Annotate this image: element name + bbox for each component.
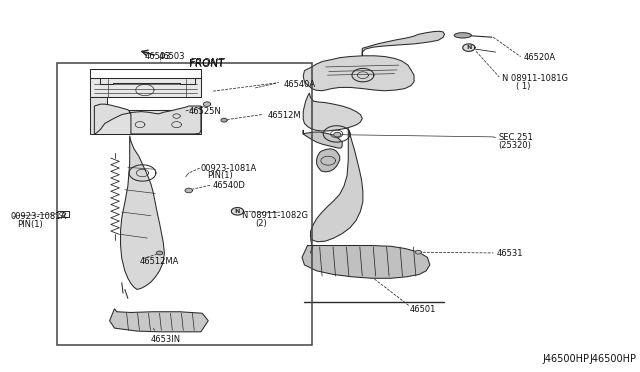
Polygon shape bbox=[310, 128, 363, 242]
Text: J46500HP: J46500HP bbox=[589, 354, 636, 364]
Text: J46500HP: J46500HP bbox=[542, 354, 589, 364]
Text: (25320): (25320) bbox=[498, 141, 531, 150]
Polygon shape bbox=[463, 44, 475, 51]
Polygon shape bbox=[94, 104, 201, 134]
Text: PIN(1): PIN(1) bbox=[207, 171, 233, 180]
Text: 46540D: 46540D bbox=[213, 181, 246, 190]
Polygon shape bbox=[221, 118, 227, 122]
Bar bbox=[56, 63, 312, 345]
Text: N 08911-1081G: N 08911-1081G bbox=[502, 74, 568, 83]
Polygon shape bbox=[302, 246, 430, 278]
Text: 46512M: 46512M bbox=[268, 111, 301, 120]
Text: N 08911-1082G: N 08911-1082G bbox=[243, 211, 308, 220]
Polygon shape bbox=[317, 149, 340, 172]
Text: N: N bbox=[466, 45, 472, 50]
Text: 46503: 46503 bbox=[158, 52, 185, 61]
Polygon shape bbox=[303, 93, 362, 131]
Polygon shape bbox=[454, 33, 471, 38]
Polygon shape bbox=[120, 136, 164, 289]
Text: 46501: 46501 bbox=[409, 305, 436, 314]
Text: 4653IN: 4653IN bbox=[151, 335, 181, 344]
Text: 46512MA: 46512MA bbox=[140, 257, 179, 266]
Text: FRONT: FRONT bbox=[190, 58, 225, 68]
Text: N: N bbox=[235, 209, 240, 214]
Text: 00923-1081A: 00923-1081A bbox=[201, 164, 257, 173]
Polygon shape bbox=[185, 188, 193, 193]
Text: 46525N: 46525N bbox=[189, 107, 221, 116]
Text: 00923-1081A: 00923-1081A bbox=[11, 212, 67, 221]
Text: 46531: 46531 bbox=[496, 249, 523, 258]
Text: PIN(1): PIN(1) bbox=[17, 220, 43, 229]
Text: 46503: 46503 bbox=[145, 52, 172, 61]
Text: ( 1): ( 1) bbox=[516, 82, 531, 91]
Text: SEC.251: SEC.251 bbox=[498, 133, 533, 142]
Polygon shape bbox=[204, 102, 211, 106]
Polygon shape bbox=[415, 250, 421, 254]
Text: FRONT: FRONT bbox=[189, 59, 224, 69]
Polygon shape bbox=[303, 130, 342, 148]
Text: 46520A: 46520A bbox=[524, 53, 556, 62]
Polygon shape bbox=[303, 56, 414, 91]
Polygon shape bbox=[157, 251, 163, 255]
Text: (2): (2) bbox=[256, 219, 268, 228]
Polygon shape bbox=[90, 97, 201, 134]
Text: 46540A: 46540A bbox=[283, 80, 316, 89]
Polygon shape bbox=[90, 78, 201, 97]
Polygon shape bbox=[362, 31, 444, 56]
Polygon shape bbox=[232, 208, 244, 215]
Polygon shape bbox=[333, 132, 341, 137]
Polygon shape bbox=[109, 309, 208, 332]
